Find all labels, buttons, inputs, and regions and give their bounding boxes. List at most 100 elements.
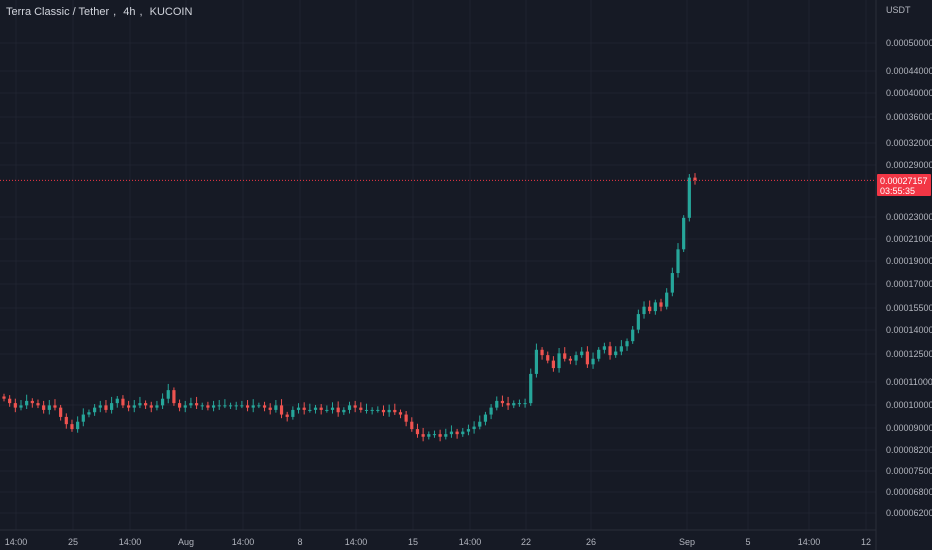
candle-body — [636, 314, 640, 330]
candle-body — [427, 434, 431, 437]
candle-body — [619, 346, 623, 352]
candle-body — [444, 434, 448, 437]
candle-body — [608, 346, 612, 356]
candle-body — [245, 405, 250, 408]
candle-body — [93, 407, 97, 413]
candle-body — [257, 405, 261, 407]
candle-body — [512, 403, 516, 406]
price-tick-label: 0.00044000 — [886, 66, 932, 76]
candle-body — [172, 390, 176, 404]
candle-body — [347, 405, 352, 410]
price-tick-label: 0.00011000 — [886, 377, 932, 387]
candle-body — [466, 429, 471, 432]
interval: 4h — [123, 6, 136, 18]
candle-body — [279, 405, 284, 415]
candle-body — [302, 407, 306, 410]
time-tick-label: 22 — [521, 537, 531, 547]
candle-body — [534, 349, 539, 374]
exchange: KUCOIN — [149, 6, 193, 18]
price-tick-label: 0.00015500 — [886, 303, 932, 313]
candle-body — [291, 409, 295, 417]
candle-body — [262, 405, 267, 408]
time-tick-label: Aug — [178, 537, 194, 547]
candle-body — [274, 405, 278, 410]
candle-body — [138, 403, 142, 406]
candle-body — [110, 403, 114, 410]
candle-body — [53, 405, 57, 408]
currency-unit: USDT — [886, 5, 911, 15]
candle-body — [104, 405, 108, 410]
candle-body — [614, 351, 618, 356]
time-axis[interactable]: 14:00 25 14:00 Aug 14:00 8 14:00 15 14:00 22 26 Sep… — [5, 537, 871, 547]
candle-body — [359, 407, 363, 410]
symbol-name: Terra Classic / Tether — [6, 6, 110, 18]
candle-body — [25, 400, 29, 406]
candle-body — [506, 403, 510, 406]
candle-body — [296, 407, 301, 410]
candle-body — [155, 405, 159, 408]
candle-body — [410, 421, 414, 430]
candle-body — [370, 409, 374, 411]
candle-body — [166, 390, 170, 399]
candle-body — [200, 405, 204, 407]
candles-layer — [2, 173, 697, 442]
candle-body — [642, 306, 646, 315]
candle-body — [87, 412, 91, 415]
candle-body — [540, 349, 544, 356]
price-tick-label: 0.00007500 — [886, 466, 932, 476]
candle-body — [76, 421, 80, 430]
time-tick-label: 25 — [68, 537, 78, 547]
price-tick-label: 0.00006800 — [886, 487, 932, 497]
candle-body — [115, 398, 119, 404]
candle-body — [483, 414, 488, 422]
time-tick-label: 12 — [861, 537, 871, 547]
last-price-tag: 0.00027157 03:55:35 — [877, 174, 931, 196]
price-tick-label: 0.00040000 — [886, 88, 932, 98]
candle-body — [342, 409, 346, 413]
price-tick-label: 0.00021000 — [886, 234, 932, 244]
candle-body — [478, 421, 482, 427]
time-tick-label: 14:00 — [345, 537, 368, 547]
candle-body — [682, 217, 686, 250]
candle-body — [551, 360, 556, 369]
price-axis[interactable]: 0.00050000 0.00044000 0.00040000 0.00036000… — [886, 38, 932, 518]
candle-body — [285, 414, 289, 417]
candle-body — [563, 353, 567, 359]
candle-body — [415, 429, 420, 435]
price-tick-label: 0.00019000 — [886, 256, 932, 266]
candle-body — [461, 431, 465, 435]
price-tick-label: 0.00014000 — [886, 325, 932, 335]
candle-body — [529, 373, 533, 404]
candle-body — [557, 353, 561, 369]
candle-body — [121, 398, 125, 406]
candle-body — [472, 426, 476, 430]
candle-body — [211, 405, 216, 408]
candle-body — [13, 403, 17, 408]
candle-body — [189, 403, 193, 406]
candle-body — [313, 407, 318, 410]
candle-body — [568, 358, 572, 361]
candle-body — [432, 434, 437, 436]
price-tick-label: 0.00036000 — [886, 112, 932, 122]
candle-body — [404, 414, 408, 422]
candle-body — [687, 177, 691, 218]
candle-body — [585, 351, 589, 365]
candle-body — [36, 403, 40, 406]
candle-body — [631, 329, 635, 342]
candle-body — [449, 431, 454, 435]
time-tick-label: 26 — [586, 537, 596, 547]
candle-body — [489, 407, 493, 415]
candle-body — [81, 414, 85, 422]
candle-body — [2, 396, 6, 399]
candle-body — [59, 407, 63, 417]
candle-body — [336, 407, 340, 413]
candle-body — [517, 403, 522, 405]
price-tick-label: 0.00010000 — [886, 400, 932, 410]
time-tick-label: 14:00 — [798, 537, 821, 547]
candle-body — [353, 405, 357, 408]
chart-grid — [0, 0, 877, 550]
candle-body — [381, 409, 386, 413]
candle-body — [98, 405, 102, 408]
time-tick-label: 14:00 — [459, 537, 482, 547]
